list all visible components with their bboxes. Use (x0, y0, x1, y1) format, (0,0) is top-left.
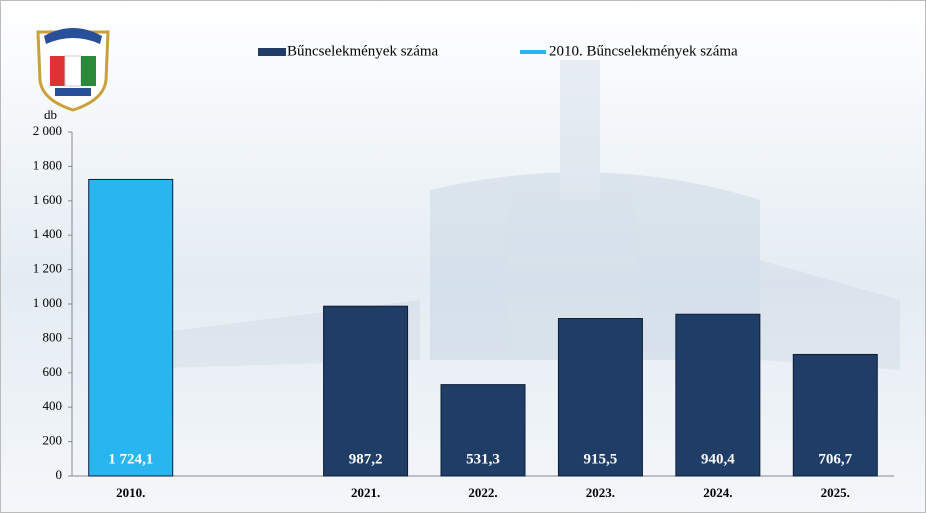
legend-swatch (258, 48, 286, 56)
y-tick-label: 0 (56, 467, 63, 482)
y-tick-label: 2 000 (33, 123, 62, 138)
chart: Bűncselekmények száma 2010. Bűncselekmény… (0, 0, 926, 513)
value-label: 915,5 (584, 451, 618, 467)
value-label: 1 724,1 (108, 451, 153, 467)
x-tick-label: 2010. (116, 485, 145, 500)
y-tick-label: 1 200 (33, 261, 62, 276)
value-label: 531,3 (466, 451, 500, 467)
legend-label: Bűncselekmények száma (287, 43, 439, 59)
y-tick-label: 200 (43, 433, 63, 448)
legend-label: 2010. Bűncselekmények száma (549, 43, 738, 59)
x-tick-label: 2023. (586, 485, 615, 500)
y-tick-label: 1 000 (33, 295, 62, 310)
y-tick-label: 800 (43, 329, 63, 344)
x-tick-label: 2022. (468, 485, 497, 500)
logo (38, 28, 108, 110)
y-tick-label: 400 (43, 398, 63, 413)
value-label: 706,7 (818, 451, 852, 467)
bar (89, 179, 173, 476)
x-tick-label: 2024. (703, 485, 732, 500)
y-tick-label: 1 400 (33, 226, 62, 241)
x-tick-label: 2021. (351, 485, 380, 500)
y-tick-label: 1 600 (33, 192, 62, 207)
y-axis-label: db (44, 107, 57, 122)
value-label: 940,4 (701, 451, 735, 467)
page: Bűncselekmények száma 2010. Bűncselekmény… (0, 0, 926, 513)
y-tick-label: 600 (43, 364, 63, 379)
value-label: 987,2 (349, 451, 383, 467)
x-tick-label: 2025. (821, 485, 850, 500)
y-tick-label: 1 800 (33, 157, 62, 172)
